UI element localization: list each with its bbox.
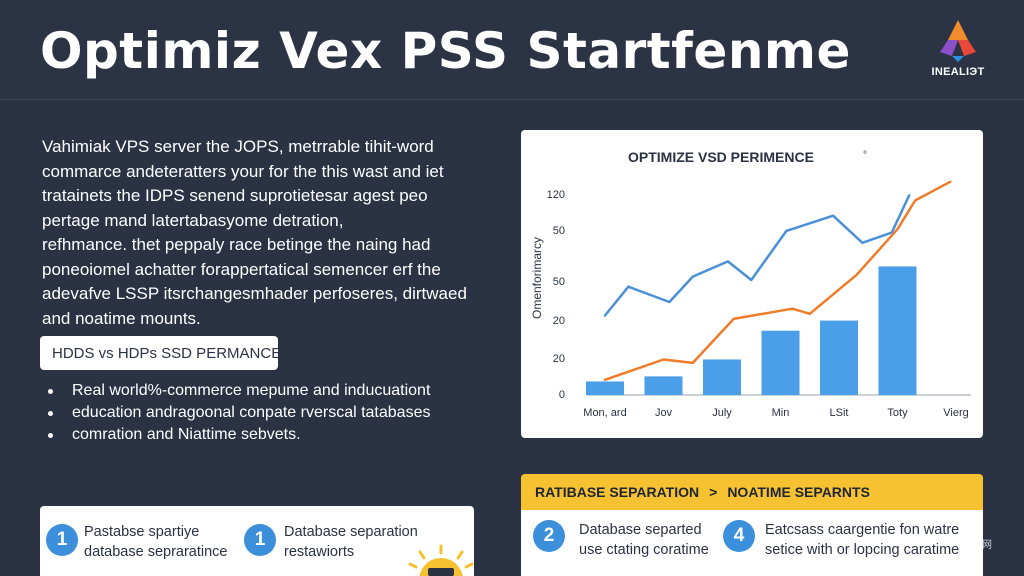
step-number-badge: 1 (46, 524, 78, 556)
logo-mark-icon (940, 20, 976, 62)
bar (878, 266, 917, 395)
step-line: Eatcsass caargentie fon watre (765, 522, 960, 538)
chart-title-mark: ° (863, 150, 867, 161)
x-tick-label: Jov (655, 407, 673, 419)
header-bar: Optimiz Vex PSS Startfenme INEALIЭT (0, 0, 1024, 100)
database-separation-card: 1 Pastabse spartiye database sepraratinc… (40, 506, 474, 576)
y-tick-label: 0 (559, 389, 565, 401)
x-tick-label: Min (772, 407, 790, 419)
separation-body: 2 Database separted use ctating coratime… (521, 510, 983, 576)
step-number-badge: 2 (533, 520, 565, 552)
x-tick-label: Vierg (943, 407, 968, 419)
separation-right-label: NOATIME SEPARNTS (727, 484, 870, 500)
bullet-item: education andragoonal conpate rverscal t… (46, 402, 486, 424)
step-text: Pastabse spartiye database sepraratince (84, 522, 228, 562)
y-axis-label: Omenforimarcy (530, 237, 544, 319)
y-tick-label: 50 (553, 276, 565, 288)
step-line: restawiorts (284, 544, 355, 560)
intro-line: pertage mand latertabasyome detration, (42, 210, 344, 230)
bar (761, 330, 800, 395)
step-number-badge: 4 (723, 520, 755, 552)
step-line: Database separation (284, 524, 418, 540)
y-tick-label: 20 (553, 353, 565, 365)
step-text: Eatcsass caargentie fon watre setice wit… (765, 520, 959, 560)
series-line (603, 180, 952, 382)
bar (644, 376, 683, 395)
performance-chart-card: OPTIMIZE VSD PERIMENCE ° Omenforimarcy 0 20 2… (521, 130, 983, 438)
step-line: Pastabse spartiye (84, 524, 200, 540)
intro-paragraph: Vahimiak VPS server the JOPS, metrrable … (42, 135, 472, 331)
bullet-item: comration and Niattime sebvets. (46, 424, 486, 446)
comparison-label: HDDS vs HDPs SSD PERMANCE (40, 336, 281, 370)
series-line (603, 194, 911, 317)
bar (703, 359, 741, 395)
intro-line: tratainets the IDPS senend suprotietesar… (42, 186, 428, 205)
separation-header: RATIBASE SEPARATION > NOATIME SEPARNTS (521, 474, 983, 510)
y-tick-label: 120 (547, 189, 565, 201)
bar (586, 381, 624, 395)
x-tick-label: Toty (887, 407, 908, 419)
intro-line: poneoiomel achatter forappertatical seme… (42, 259, 441, 279)
bar (820, 320, 858, 395)
chart-title: OPTIMIZE VSD PERIMENCE (628, 149, 814, 165)
y-tick-label: 20 (553, 315, 565, 327)
bullet-list: Real world%-commerce mepume and inducuat… (46, 380, 486, 446)
chevron-right-icon: > (709, 484, 718, 500)
y-tick-label: 50 (553, 225, 565, 237)
lightbulb-icon (408, 544, 474, 576)
x-tick-label: Mon, ard (583, 407, 626, 419)
x-tick-label: LSit (830, 407, 849, 419)
intro-line: and noatime mounts. (42, 308, 201, 328)
step-line: use ctating coratime (579, 542, 709, 558)
watermark: 网 (982, 540, 992, 551)
step-line: Database separted (579, 522, 702, 538)
brand-logo: INEALIЭT (926, 18, 990, 82)
step-text: Database separation restawiorts (284, 522, 418, 562)
step-text: Database separted use ctating coratime (579, 520, 709, 560)
page-title: Optimiz Vex PSS Startfenme (40, 22, 851, 80)
step-number-badge: 1 (244, 524, 276, 556)
intro-line: adevafve LSSP itsrchangesmhader perfoser… (42, 284, 467, 303)
intro-line: commarce andeteratters your for the this… (42, 161, 444, 181)
step-line: setice with or lopcing caratime (765, 542, 960, 558)
bullet-item: Real world%-commerce mepume and inducuat… (46, 380, 486, 402)
logo-text: INEALIЭT (931, 66, 985, 78)
step-line: database sepraratince (84, 544, 228, 560)
intro-line: Vahimiak VPS server the JOPS, metrrable … (42, 137, 434, 156)
performance-chart: OPTIMIZE VSD PERIMENCE ° Omenforimarcy 0 20 2… (530, 149, 971, 419)
separation-left-label: RATIBASE SEPARATION (535, 484, 700, 500)
x-tick-label: July (712, 407, 732, 419)
intro-line: refhmance. thet peppaly race betinge the… (42, 235, 431, 254)
